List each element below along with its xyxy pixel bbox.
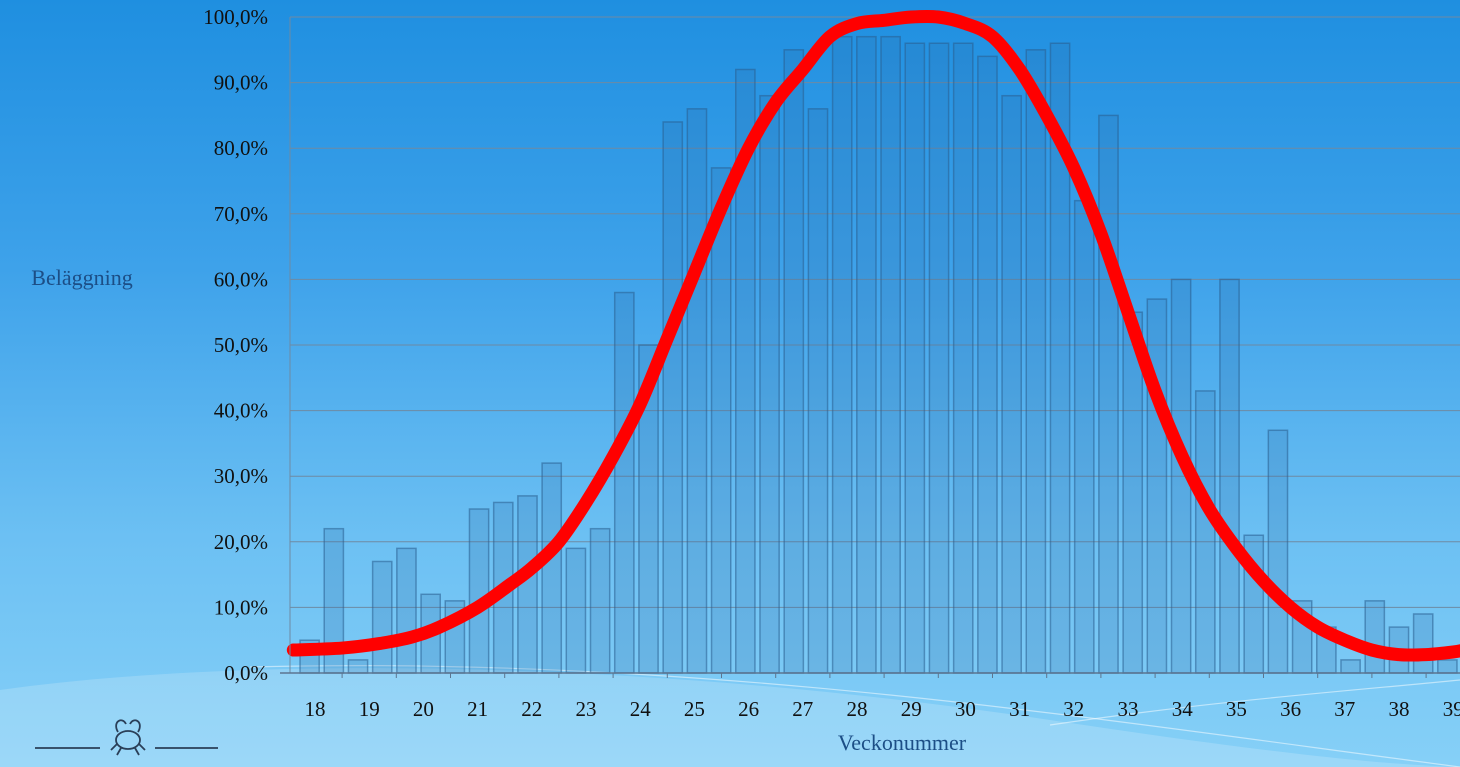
bar: [1001, 94, 1023, 674]
trend-line: [286, 9, 1460, 662]
bar: [613, 291, 635, 674]
x-tick-label: 27: [792, 697, 813, 721]
x-tick-label: 26: [738, 697, 759, 721]
bar: [347, 659, 369, 674]
background-swoosh-line: [249, 664, 1460, 767]
bar: [1098, 114, 1119, 674]
bar: [807, 108, 829, 674]
crab-icon: [35, 719, 218, 756]
y-tick-label: 30,0%: [214, 464, 268, 488]
background-swoosh: [0, 668, 1460, 767]
bar: [662, 121, 684, 674]
bar: [928, 42, 950, 674]
axes: 0,0% 10,0% 20,0% 30,0% 40,0% 50,0% 60,0% 70,0% 8…: [203, 5, 1460, 721]
bar: [1340, 659, 1361, 674]
y-tick-label: 40,0%: [214, 399, 268, 423]
bar: [783, 49, 805, 674]
bar: [541, 462, 563, 674]
y-axis-title: Beläggning: [31, 265, 132, 290]
y-tick-label: 50,0%: [214, 333, 268, 357]
x-tick-label: 23: [576, 697, 597, 721]
x-tick-label: 18: [305, 697, 326, 721]
x-tick-label: 21: [467, 697, 488, 721]
bar: [1267, 429, 1289, 674]
bar: [686, 108, 708, 674]
x-tick-label: 28: [847, 697, 868, 721]
y-tick-label: 70,0%: [214, 202, 268, 226]
bar: [371, 560, 393, 674]
y-tick-label: 10,0%: [214, 595, 268, 619]
bar-series: [299, 35, 1458, 674]
x-tick-label: 39: [1443, 697, 1460, 721]
bar: [1194, 390, 1216, 674]
bar: [831, 35, 853, 674]
x-tick-label: 31: [1009, 697, 1030, 721]
x-tick-label: 33: [1118, 697, 1139, 721]
x-tick-label: 20: [413, 697, 434, 721]
bar: [710, 167, 732, 674]
bar: [856, 35, 877, 674]
bar: [1412, 613, 1434, 674]
bar: [759, 94, 780, 674]
bar: [880, 35, 901, 674]
bar: [1219, 278, 1240, 674]
bar: [1025, 49, 1047, 674]
x-tick-label: 24: [630, 697, 652, 721]
x-tick-label: 37: [1334, 697, 1355, 721]
y-tick-label: 100,0%: [203, 5, 268, 29]
x-tick-label: 30: [955, 697, 976, 721]
y-tick-label: 0,0%: [224, 661, 268, 685]
bar: [1364, 600, 1386, 674]
bar: [1437, 659, 1458, 674]
bar: [468, 508, 490, 674]
bar: [977, 55, 998, 674]
y-tick-label: 20,0%: [214, 530, 268, 554]
y-tick-label: 90,0%: [214, 71, 268, 95]
bar: [589, 527, 611, 674]
bar: [1073, 199, 1095, 674]
x-tick-label: 34: [1172, 697, 1194, 721]
background-swoosh-line-2: [1049, 679, 1460, 726]
y-tick-label: 60,0%: [214, 267, 268, 291]
x-axis-title: Veckonummer: [838, 730, 967, 755]
bar: [565, 547, 587, 674]
x-tick-label: 32: [1063, 697, 1084, 721]
x-tick-label: 19: [359, 697, 380, 721]
bar: [1146, 298, 1168, 674]
line-series: [286, 9, 1460, 662]
bar: [1122, 311, 1144, 674]
x-tick-label: 22: [521, 697, 542, 721]
x-tick-label: 29: [901, 697, 922, 721]
x-tick-label: 35: [1226, 697, 1247, 721]
x-tick-label: 36: [1280, 697, 1301, 721]
x-tick-label: 25: [684, 697, 705, 721]
bar: [396, 547, 417, 674]
bar: [952, 42, 974, 674]
bar: [904, 42, 926, 674]
x-tick-label: 38: [1389, 697, 1410, 721]
y-tick-label: 80,0%: [214, 136, 268, 160]
